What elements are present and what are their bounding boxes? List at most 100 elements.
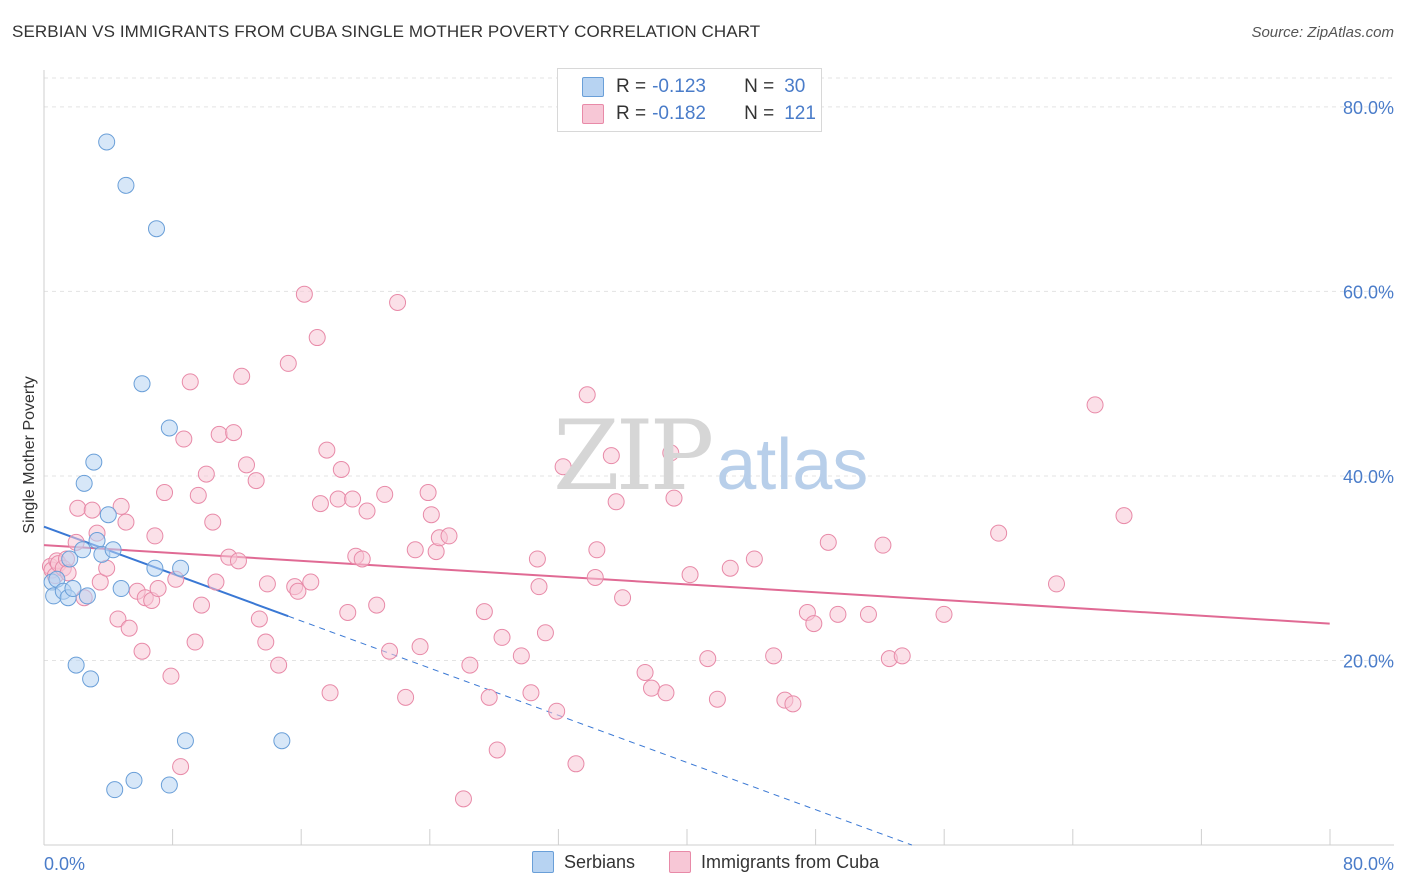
legend-r-value: -0.182 bbox=[652, 103, 706, 124]
cuba-point bbox=[528, 550, 546, 568]
cuba-point bbox=[149, 580, 167, 598]
cuba-point bbox=[406, 541, 424, 559]
y-tick-label: 40.0% bbox=[1343, 467, 1394, 487]
cuba-point bbox=[381, 642, 399, 660]
chart-title: SERBIAN VS IMMIGRANTS FROM CUBA SINGLE M… bbox=[12, 22, 761, 41]
cuba-point bbox=[493, 628, 511, 646]
cuba-point bbox=[308, 329, 326, 347]
cuba-point bbox=[548, 702, 566, 720]
correlation-legend: R = -0.123 N = 30 R = -0.182 N = 121 bbox=[557, 68, 822, 132]
cuba-point bbox=[602, 447, 620, 465]
cuba-point bbox=[197, 465, 215, 483]
serbians-legend-swatch bbox=[532, 851, 554, 873]
cuba-point bbox=[69, 499, 87, 517]
serbians-point bbox=[125, 771, 143, 789]
serbians-point bbox=[133, 375, 151, 393]
cuba-point bbox=[657, 684, 675, 702]
cuba-point bbox=[427, 543, 445, 561]
legend-n-value: 30 bbox=[784, 76, 806, 97]
y-tick-label: 60.0% bbox=[1343, 282, 1394, 302]
legend-item-serbians: Serbians bbox=[532, 851, 635, 873]
cuba-point bbox=[699, 650, 717, 668]
cuba-point bbox=[607, 493, 625, 511]
cuba-point bbox=[368, 596, 386, 614]
cuba-point bbox=[461, 656, 479, 674]
cuba-point bbox=[1086, 396, 1104, 414]
cuba-point bbox=[935, 605, 953, 623]
cuba-point bbox=[318, 441, 336, 459]
cuba-point bbox=[311, 495, 329, 513]
cuba-point bbox=[358, 502, 376, 520]
cuba-point bbox=[893, 647, 911, 665]
serbians-point bbox=[98, 133, 116, 151]
legend-item-cuba: Immigrants from Cuba bbox=[669, 851, 879, 873]
y-tick-label: 20.0% bbox=[1343, 651, 1394, 671]
serbians-point bbox=[160, 419, 178, 437]
cuba-point bbox=[162, 667, 180, 685]
cuba-point bbox=[117, 513, 135, 531]
serbians-point bbox=[75, 474, 93, 492]
cuba-point bbox=[189, 486, 207, 504]
cuba-point bbox=[784, 695, 802, 713]
cuba-swatch bbox=[582, 104, 604, 124]
cuba-point bbox=[321, 684, 339, 702]
cuba-point bbox=[397, 688, 415, 706]
cuba-point bbox=[302, 573, 320, 591]
data-points bbox=[41, 133, 1133, 808]
cuba-point bbox=[859, 605, 877, 623]
cuba-point bbox=[419, 484, 437, 502]
cuba-point bbox=[681, 566, 699, 584]
cuba-point bbox=[530, 578, 548, 596]
serbians-point bbox=[172, 559, 190, 577]
serbians-point bbox=[99, 506, 117, 524]
cuba-point bbox=[643, 679, 660, 697]
cuba-point bbox=[586, 568, 604, 586]
y-axis-title: Single Mother Poverty bbox=[21, 376, 38, 533]
cuba-point bbox=[522, 684, 540, 702]
cuba-point bbox=[91, 573, 109, 591]
cuba-point bbox=[721, 559, 739, 577]
cuba-point bbox=[636, 663, 654, 681]
axes bbox=[43, 70, 1394, 846]
cuba-point bbox=[156, 484, 174, 502]
x-tick-label-max: 80.0% bbox=[1343, 854, 1394, 874]
cuba-point bbox=[614, 589, 632, 607]
cuba-point bbox=[411, 638, 429, 656]
y-tick-labels: 20.0% 40.0% 60.0% 80.0% bbox=[1343, 98, 1394, 672]
cuba-legend-swatch bbox=[669, 851, 692, 873]
legend-n-value: 121 bbox=[784, 103, 816, 124]
serbians-point bbox=[82, 670, 100, 688]
serbians-point bbox=[85, 453, 103, 471]
cuba-trend-line bbox=[43, 544, 1330, 625]
cuba-point bbox=[480, 688, 498, 706]
serbians-point bbox=[104, 541, 122, 559]
cuba-point bbox=[440, 527, 458, 545]
serbians-point bbox=[106, 781, 124, 799]
cuba-point bbox=[829, 605, 847, 623]
cuba-point bbox=[210, 425, 228, 443]
cuba-point bbox=[454, 790, 472, 808]
cuba-point bbox=[120, 619, 138, 637]
cuba-point bbox=[805, 615, 823, 633]
cuba-point bbox=[83, 501, 101, 519]
cuba-point bbox=[554, 458, 572, 476]
source-label: Source: ZipAtlas.com bbox=[1251, 24, 1394, 41]
serbians-point bbox=[67, 656, 85, 674]
serbians-swatch bbox=[582, 77, 604, 97]
cuba-point bbox=[207, 573, 225, 591]
y-tick-label: 80.0% bbox=[1343, 98, 1394, 118]
cuba-point bbox=[238, 456, 255, 474]
cuba-point bbox=[186, 633, 204, 651]
cuba-point bbox=[389, 294, 407, 311]
cuba-point bbox=[332, 460, 350, 478]
cuba-point bbox=[665, 489, 683, 507]
serbians-point bbox=[64, 580, 82, 598]
cuba-point bbox=[109, 610, 127, 628]
cuba-point bbox=[353, 550, 371, 568]
serbians-point bbox=[61, 550, 79, 568]
serbians-legend-label: Serbians bbox=[564, 851, 636, 872]
legend-row-serbians: R = -0.123 N = 30 bbox=[582, 74, 805, 100]
serbians-point bbox=[74, 541, 92, 559]
serbians-point bbox=[146, 559, 164, 577]
